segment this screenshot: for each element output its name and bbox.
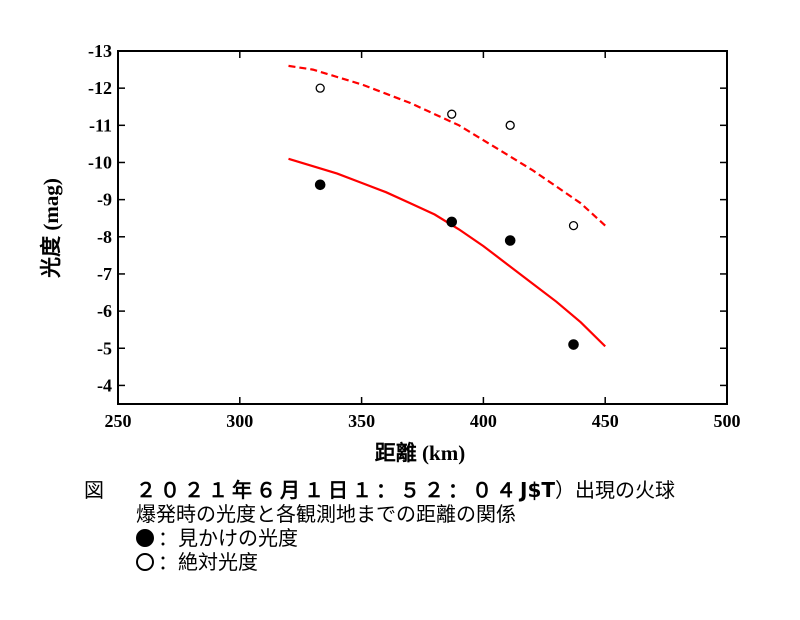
y-tick-label: -13 [88,41,112,61]
absolute-magnitude-point [447,109,457,119]
x-tick-label: 500 [714,411,741,431]
y-tick-label: -4 [97,375,112,395]
apparent-magnitude-point [504,235,516,246]
caption-timezone: J$T [520,478,555,502]
filled-circle-icon [136,529,154,547]
absolute-magnitude-point [568,220,579,231]
absolute-magnitude-point [315,83,325,93]
apparent-magnitude-point [568,339,579,350]
x-tick-label: 400 [470,411,497,431]
caption-line-2: 爆発時の光度と各観測地までの距離の関係 [136,502,516,526]
open-circle-icon [136,553,154,571]
y-tick-label: -12 [88,78,112,98]
x-tick-label: 450 [592,411,619,431]
absolute-magnitude-point [505,120,515,130]
x-tick-label: 300 [226,411,253,431]
caption-event: ）出現の火球 [555,478,675,502]
x-tick-label: 250 [105,411,132,431]
chart: 250 300 350 400 450 500 -13 -12 -11 -10 -9 -8 -7 -6 -… [39,41,741,465]
y-tick-label: -6 [97,301,112,321]
plot-frame [117,50,728,405]
x-axis-title: 距離 (km) [375,441,465,465]
y-tick-label: -9 [97,190,112,210]
legend-absolute-label: ：絶対光度 [158,550,258,574]
legend-absolute: ：絶対光度 [84,550,784,574]
fit-absolute-line [288,64,606,227]
caption-line-1: 図 ２０２１年６月１日１：５２：０４J$T）出現の火球 [84,478,784,502]
y-tick-label: -5 [97,338,112,358]
legend-apparent-label: ：見かけの光度 [158,526,298,550]
figure-label: 図 [84,478,104,502]
y-axis-title: 光度 (mag) [39,178,63,279]
y-tick-label: -10 [88,152,112,172]
y-tick-label: -11 [89,115,112,135]
legend-apparent: ：見かけの光度 [84,526,784,550]
apparent-magnitude-point [446,216,458,228]
figure-caption: 図 ２０２１年６月１日１：５２：０４J$T）出現の火球 爆発時の光度と各観測地まで… [84,478,784,574]
apparent-magnitude-point [314,179,326,191]
y-tick-label: -7 [97,264,112,284]
y-tick-label: -8 [97,227,112,247]
x-tick-label: 350 [348,411,375,431]
caption-datetime: ２０２１年６月１日１：５２：０４ [136,478,520,502]
